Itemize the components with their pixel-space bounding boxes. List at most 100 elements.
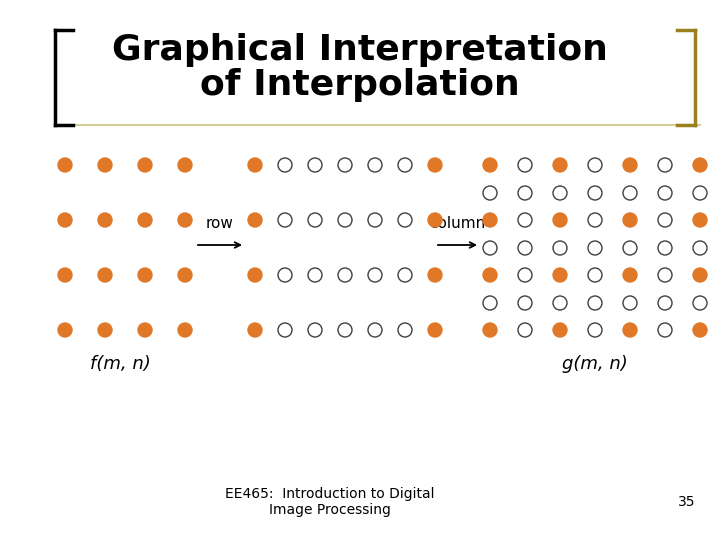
Circle shape <box>58 268 72 282</box>
Circle shape <box>658 296 672 310</box>
Circle shape <box>623 213 637 227</box>
Circle shape <box>278 158 292 172</box>
Circle shape <box>98 158 112 172</box>
Circle shape <box>518 268 532 282</box>
Circle shape <box>693 296 707 310</box>
Circle shape <box>308 158 322 172</box>
Circle shape <box>58 158 72 172</box>
Circle shape <box>368 323 382 337</box>
Circle shape <box>658 323 672 337</box>
Circle shape <box>483 158 497 172</box>
Circle shape <box>658 186 672 200</box>
Circle shape <box>483 323 497 337</box>
Circle shape <box>398 268 412 282</box>
Circle shape <box>338 323 352 337</box>
Circle shape <box>553 186 567 200</box>
Circle shape <box>553 268 567 282</box>
Circle shape <box>693 158 707 172</box>
Circle shape <box>338 158 352 172</box>
Text: EE465:  Introduction to Digital
Image Processing: EE465: Introduction to Digital Image Pro… <box>225 487 435 517</box>
Circle shape <box>138 323 152 337</box>
Text: row: row <box>206 216 234 231</box>
Circle shape <box>368 213 382 227</box>
Circle shape <box>518 158 532 172</box>
Circle shape <box>553 158 567 172</box>
Circle shape <box>553 296 567 310</box>
Circle shape <box>398 323 412 337</box>
Circle shape <box>518 186 532 200</box>
Circle shape <box>138 213 152 227</box>
Circle shape <box>553 213 567 227</box>
Circle shape <box>588 241 602 255</box>
Circle shape <box>248 268 262 282</box>
Circle shape <box>518 323 532 337</box>
Text: Graphical Interpretation: Graphical Interpretation <box>112 33 608 67</box>
Circle shape <box>338 213 352 227</box>
Circle shape <box>308 213 322 227</box>
Circle shape <box>248 158 262 172</box>
Circle shape <box>693 268 707 282</box>
Circle shape <box>693 186 707 200</box>
Circle shape <box>693 241 707 255</box>
Circle shape <box>588 213 602 227</box>
Circle shape <box>398 158 412 172</box>
Circle shape <box>98 213 112 227</box>
Circle shape <box>588 323 602 337</box>
Circle shape <box>553 323 567 337</box>
Text: 35: 35 <box>678 495 695 509</box>
Circle shape <box>693 213 707 227</box>
Circle shape <box>518 296 532 310</box>
Circle shape <box>308 268 322 282</box>
Circle shape <box>398 213 412 227</box>
Circle shape <box>588 296 602 310</box>
Circle shape <box>98 323 112 337</box>
Circle shape <box>98 268 112 282</box>
Circle shape <box>178 213 192 227</box>
Circle shape <box>428 323 442 337</box>
Circle shape <box>178 323 192 337</box>
Circle shape <box>588 268 602 282</box>
Circle shape <box>308 323 322 337</box>
Circle shape <box>588 158 602 172</box>
Circle shape <box>138 158 152 172</box>
Circle shape <box>428 158 442 172</box>
Circle shape <box>623 268 637 282</box>
Circle shape <box>658 268 672 282</box>
Circle shape <box>518 213 532 227</box>
Circle shape <box>58 323 72 337</box>
Circle shape <box>658 213 672 227</box>
Circle shape <box>248 323 262 337</box>
Circle shape <box>623 323 637 337</box>
Circle shape <box>278 213 292 227</box>
Circle shape <box>248 213 262 227</box>
Circle shape <box>623 158 637 172</box>
Circle shape <box>553 241 567 255</box>
Circle shape <box>483 186 497 200</box>
Text: g(m, n): g(m, n) <box>562 355 628 373</box>
Circle shape <box>588 186 602 200</box>
Circle shape <box>178 158 192 172</box>
Circle shape <box>58 213 72 227</box>
Circle shape <box>623 241 637 255</box>
Circle shape <box>483 268 497 282</box>
Circle shape <box>483 296 497 310</box>
Circle shape <box>483 241 497 255</box>
Circle shape <box>428 268 442 282</box>
Text: f(m, n): f(m, n) <box>89 355 150 373</box>
Circle shape <box>338 268 352 282</box>
Circle shape <box>368 268 382 282</box>
Circle shape <box>693 323 707 337</box>
Text: column: column <box>429 216 485 231</box>
Circle shape <box>518 241 532 255</box>
Circle shape <box>623 296 637 310</box>
Circle shape <box>278 268 292 282</box>
Circle shape <box>278 323 292 337</box>
Circle shape <box>623 186 637 200</box>
Circle shape <box>483 213 497 227</box>
Circle shape <box>428 213 442 227</box>
Circle shape <box>178 268 192 282</box>
Text: of Interpolation: of Interpolation <box>200 68 520 102</box>
Circle shape <box>368 158 382 172</box>
Circle shape <box>658 241 672 255</box>
Circle shape <box>138 268 152 282</box>
